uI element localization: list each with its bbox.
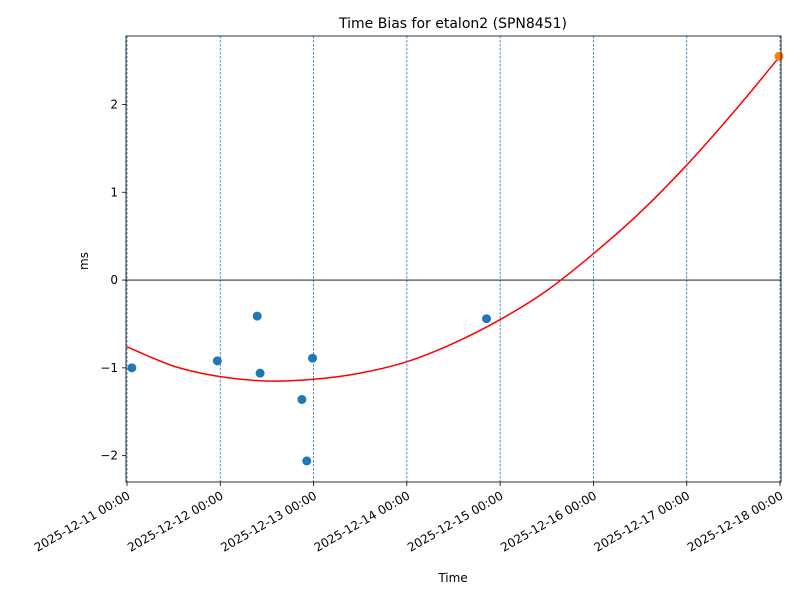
axes-frame xyxy=(125,35,782,483)
fit-curve xyxy=(126,55,781,382)
y-tick-label: 2 xyxy=(110,97,118,111)
y-tick-label: 1 xyxy=(110,185,118,199)
y-tick-label: −1 xyxy=(100,361,118,375)
y-axis-ticks: −2 −1 0 1 2 xyxy=(100,97,126,463)
y-axis-label: ms xyxy=(77,252,91,270)
data-point xyxy=(302,456,312,466)
data-point xyxy=(127,363,137,373)
y-tick-label: −2 xyxy=(100,449,118,463)
highlight-point xyxy=(774,51,784,61)
data-point xyxy=(482,314,492,324)
data-point xyxy=(297,394,307,404)
data-point xyxy=(308,353,318,363)
data-point xyxy=(252,311,262,321)
x-gridlines xyxy=(126,36,781,482)
y-tick-label: 0 xyxy=(110,273,118,287)
data-point xyxy=(255,368,265,378)
x-axis-label: Time xyxy=(437,571,467,585)
chart-title: Time Bias for etalon2 (SPN8451) xyxy=(338,16,567,32)
data-points xyxy=(127,51,784,466)
data-point xyxy=(212,356,222,366)
